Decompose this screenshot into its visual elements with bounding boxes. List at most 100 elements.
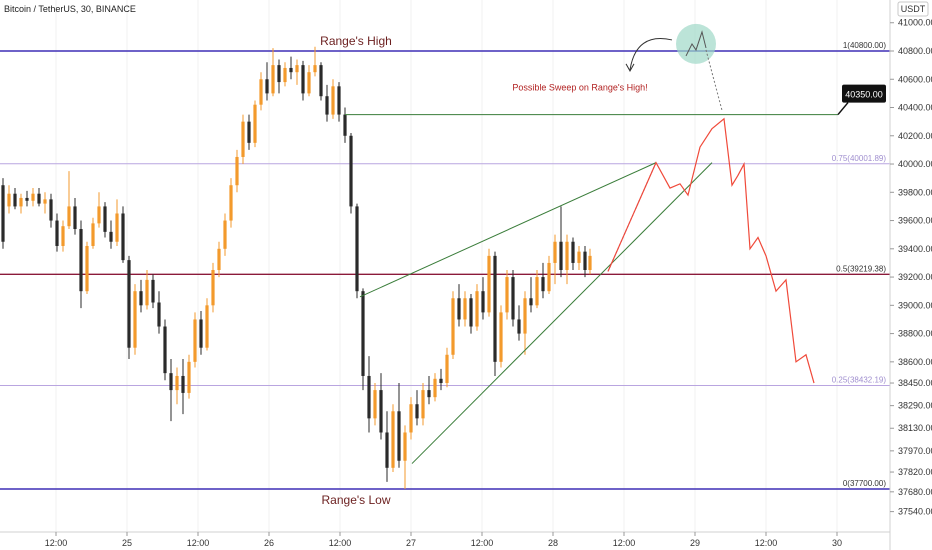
candle-body (7, 193, 11, 207)
candle-body (55, 220, 59, 246)
candle-body (337, 86, 341, 115)
y-tick-label: 39200.00 (898, 272, 932, 282)
candle-body (463, 298, 467, 320)
x-tick-label: 30 (832, 538, 842, 548)
candle-body (361, 291, 365, 376)
price-tag-pointer (837, 102, 849, 116)
candle-body (85, 245, 89, 292)
candle-body (49, 199, 53, 221)
candles (1, 46, 592, 489)
candle-body (469, 298, 473, 327)
fib-05-fib-label: 0.5(39219.38) (836, 264, 886, 273)
sweep-zigzag (685, 30, 707, 57)
candle-body (73, 206, 77, 230)
range-high-fib-label: 1(40800.00) (843, 41, 886, 50)
y-tick-label: 41000.00 (898, 18, 932, 28)
candle-body (31, 193, 35, 201)
y-tick-label: 40400.00 (898, 103, 932, 113)
candle-body (175, 375, 179, 391)
candle-body (127, 260, 131, 348)
candle-body (475, 291, 479, 327)
candle-body (259, 79, 263, 105)
candle-body (397, 411, 401, 461)
candle-body (13, 193, 17, 207)
candle-body (445, 354, 449, 384)
candle-body (241, 121, 245, 157)
candle-body (571, 241, 575, 263)
projection-path (607, 117, 815, 384)
y-tick-label: 39400.00 (898, 244, 932, 254)
fib-075-fib-label: 0.75(40001.89) (832, 154, 887, 163)
candle-body (19, 197, 23, 207)
fib-levels: 1(40800.00) Range's High 0.75(40001.89) 0.5… (0, 34, 890, 507)
candle-body (379, 390, 383, 433)
candle-body (43, 199, 47, 204)
currency-badge-box[interactable] (897, 1, 929, 17)
y-tick-label: 39800.00 (898, 187, 932, 197)
x-tick-label: 12:00 (613, 538, 636, 548)
y-tick-label: 40800.00 (898, 46, 932, 56)
x-tick-label: 12:00 (755, 538, 778, 548)
candle-body (151, 279, 155, 303)
candle-body (139, 291, 143, 306)
candle-body (115, 213, 119, 242)
candle-body (145, 279, 149, 306)
candle-body (415, 404, 419, 419)
y-tick-label: 37680.00 (898, 487, 932, 497)
y-tick-label: 40200.00 (898, 131, 932, 141)
candle-body (433, 378, 437, 398)
candle-body (313, 65, 317, 73)
y-tick-label: 38130.00 (898, 423, 932, 433)
y-tick-label: 38600.00 (898, 357, 932, 367)
curved-arrow-head (625, 63, 635, 72)
candle-body (91, 223, 95, 246)
candle-body (391, 411, 395, 468)
x-tick-label: 12:00 (187, 538, 210, 548)
candle-body (79, 229, 83, 292)
x-tick-label: 12:00 (471, 538, 494, 548)
candle-body (535, 277, 539, 306)
candle-body (271, 65, 275, 94)
candle-body (588, 255, 592, 270)
y-tick-label: 38800.00 (898, 329, 932, 339)
curved-arrow (629, 38, 673, 71)
candle-body (367, 375, 371, 419)
candle-body (325, 96, 329, 115)
y-tick-label: 40600.00 (898, 74, 932, 84)
sweep-circle (676, 23, 716, 64)
y-tick-label: 38450.00 (898, 378, 932, 388)
candle-body (253, 104, 257, 143)
candle-body (247, 121, 251, 143)
candle-body (181, 375, 185, 393)
candle-body (349, 135, 353, 207)
candle-body (295, 65, 299, 73)
candle-body (523, 298, 527, 334)
candle-body (451, 298, 455, 355)
range-high-label: Range's High (320, 34, 392, 48)
x-tick-label: 28 (548, 538, 558, 548)
candle-body (427, 390, 431, 398)
candle-body (277, 65, 281, 83)
candle-body (319, 65, 323, 97)
candle-body (217, 248, 221, 270)
x-tick-label: 26 (264, 538, 274, 548)
candle-body (457, 298, 461, 320)
candle-body (193, 319, 197, 362)
candle-body (301, 65, 305, 94)
wedge-line-upper (359, 162, 657, 298)
candle-body (403, 432, 407, 461)
candle-body (235, 156, 239, 186)
candle-body (505, 277, 509, 313)
wedge-line-lower (411, 162, 713, 464)
candle-body (289, 67, 293, 73)
candle-body (205, 305, 209, 348)
candle-body (355, 206, 359, 292)
candle-body (493, 255, 497, 362)
x-tick-label: 29 (690, 538, 700, 548)
candle-body (307, 72, 311, 94)
candle-body (421, 390, 425, 419)
candle-body (409, 404, 413, 433)
candle-body (133, 291, 137, 348)
